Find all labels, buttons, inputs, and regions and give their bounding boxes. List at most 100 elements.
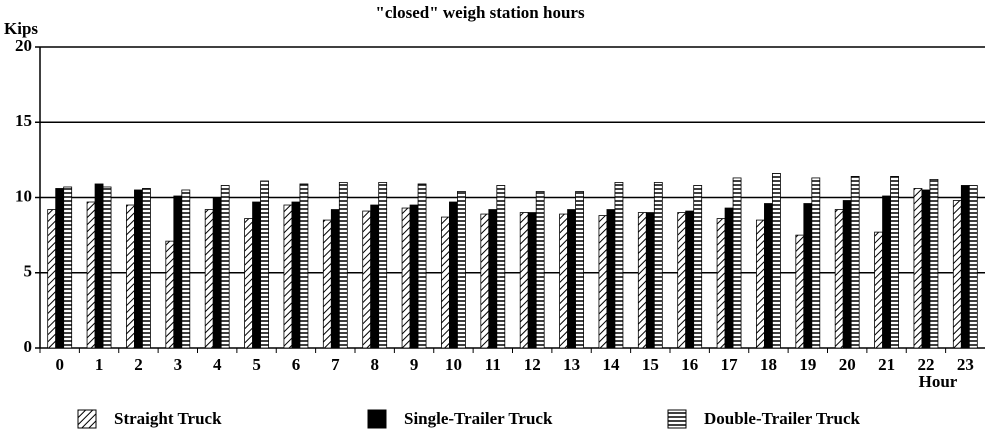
bar: [724, 207, 734, 349]
bar: [685, 210, 695, 349]
bar: [165, 240, 175, 349]
bar: [882, 195, 891, 349]
bar: [693, 185, 703, 349]
x-tick-label: 14: [602, 355, 620, 374]
bar: [968, 185, 978, 349]
bar: [842, 200, 852, 349]
x-tick-label: 3: [174, 355, 183, 374]
legend-swatch: [667, 409, 687, 429]
bar: [86, 201, 96, 349]
bar: [244, 218, 253, 349]
bar: [299, 183, 309, 349]
bar: [338, 182, 348, 349]
bar: [567, 209, 576, 349]
x-tick-label: 12: [524, 355, 541, 374]
bar: [527, 212, 537, 349]
bar: [921, 189, 931, 349]
chart-title: "closed" weigh station hours: [375, 3, 585, 22]
x-tick-label: 20: [839, 355, 856, 374]
legend-label: Double-Trailer Truck: [704, 409, 861, 428]
bar: [874, 231, 883, 349]
bar: [102, 186, 112, 349]
bar: [850, 176, 860, 349]
x-tick-label: 15: [642, 355, 659, 374]
x-tick-label: 19: [799, 355, 816, 374]
bar: [94, 183, 104, 349]
bar: [417, 183, 427, 349]
bar: [252, 201, 261, 349]
bar: [952, 200, 962, 349]
y-axis-label: Kips: [4, 19, 38, 38]
x-tick-label: 1: [95, 355, 104, 374]
bar: [291, 201, 301, 349]
bar: [204, 209, 214, 349]
bar: [890, 176, 899, 349]
bar: [519, 212, 529, 349]
bar: [764, 203, 773, 349]
bar: [173, 195, 183, 349]
x-tick-label: 23: [957, 355, 974, 374]
bar: [756, 219, 765, 349]
bar: [606, 209, 616, 349]
x-tick-label: 17: [721, 355, 739, 374]
x-tick-label: 16: [681, 355, 698, 374]
bar: [330, 209, 340, 349]
bar: [47, 209, 57, 349]
bar: [126, 204, 135, 349]
x-tick-label: 8: [370, 355, 379, 374]
y-tick-label: 10: [15, 186, 32, 205]
y-tick-label: 20: [15, 36, 32, 55]
bar: [134, 189, 143, 349]
bar: [55, 188, 65, 349]
bar: [575, 191, 584, 349]
bar: [772, 173, 781, 349]
bar: [449, 201, 458, 349]
bar: [212, 197, 222, 349]
bar: [653, 182, 663, 349]
x-tick-label: 7: [331, 355, 340, 374]
x-tick-label: 0: [55, 355, 64, 374]
y-tick-label: 0: [24, 337, 33, 356]
bar: [488, 209, 498, 349]
bar: [559, 213, 568, 349]
bar: [409, 204, 419, 349]
bar: [811, 177, 821, 349]
bar: [677, 212, 687, 349]
bar: [732, 177, 742, 349]
legend-label: Single-Trailer Truck: [404, 409, 553, 428]
x-tick-label: 10: [445, 355, 462, 374]
x-tick-label: 13: [563, 355, 580, 374]
y-tick-label: 5: [24, 262, 33, 281]
bar: [645, 212, 655, 349]
bar: [929, 179, 939, 349]
bar: [834, 209, 844, 349]
y-tick-label: 15: [15, 111, 32, 130]
bar: [401, 207, 411, 349]
bar: [260, 180, 269, 349]
x-tick-label: 6: [292, 355, 301, 374]
bar: [716, 218, 726, 349]
legend-swatch: [367, 409, 387, 429]
bar: [496, 185, 506, 349]
bar: [614, 182, 624, 349]
bar: [913, 188, 923, 349]
x-tick-label: 22: [917, 355, 934, 374]
bar: [322, 219, 332, 349]
x-tick-label: 2: [134, 355, 143, 374]
x-tick-label: 5: [252, 355, 261, 374]
x-tick-label: 11: [485, 355, 501, 374]
bar: [598, 215, 608, 349]
bar: [795, 234, 805, 349]
x-tick-label: 21: [878, 355, 895, 374]
x-tick-label: 18: [760, 355, 777, 374]
bar: [535, 191, 545, 349]
x-axis-label: Hour: [919, 372, 958, 391]
bar: [480, 213, 490, 349]
bar: [181, 189, 191, 349]
bar: [378, 182, 388, 349]
bar: [637, 212, 647, 349]
bar: [370, 204, 380, 349]
bar: [441, 216, 450, 349]
legend-swatch: [77, 409, 97, 429]
